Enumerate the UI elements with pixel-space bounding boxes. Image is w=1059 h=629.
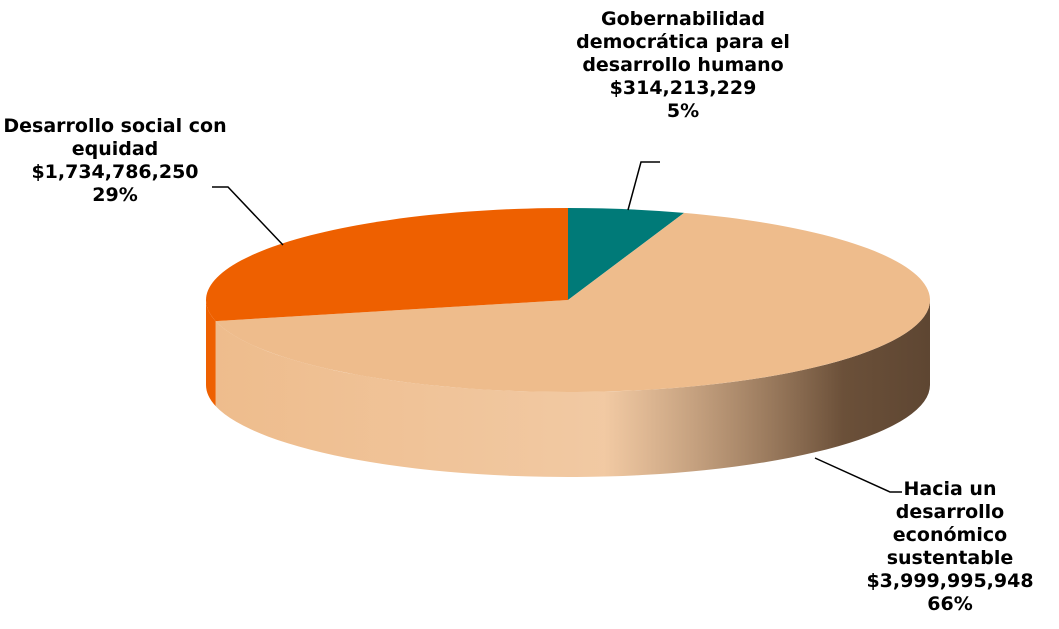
percent-label: 29% — [92, 184, 138, 206]
percent-label: 66% — [927, 593, 973, 615]
slice-side — [206, 300, 216, 407]
slice-side — [215, 300, 930, 478]
value-label: $314,213,229 — [609, 77, 757, 99]
category-label: Gobernabilidad democrática para el desar… — [576, 8, 790, 76]
slice — [205, 208, 568, 322]
value-label: $1,734,786,250 — [31, 161, 199, 183]
slice — [215, 212, 930, 392]
percent-label: 5% — [666, 100, 700, 122]
value-label: $3,999,995,948 — [866, 570, 1034, 592]
data-label: Hacia un desarrollo económico sustentabl… — [866, 478, 1033, 616]
category-label: Hacia un desarrollo económico sustentabl… — [886, 478, 1014, 569]
leader-line — [627, 161, 660, 211]
leader-line — [814, 457, 902, 493]
data-label: Desarrollo social con equidad $1,734,786,… — [3, 115, 228, 207]
leader-line — [212, 186, 284, 246]
data-label: Gobernabilidad democrática para el desar… — [571, 8, 796, 123]
category-label: Desarrollo social con equidad — [3, 115, 227, 160]
slice — [568, 208, 685, 300]
